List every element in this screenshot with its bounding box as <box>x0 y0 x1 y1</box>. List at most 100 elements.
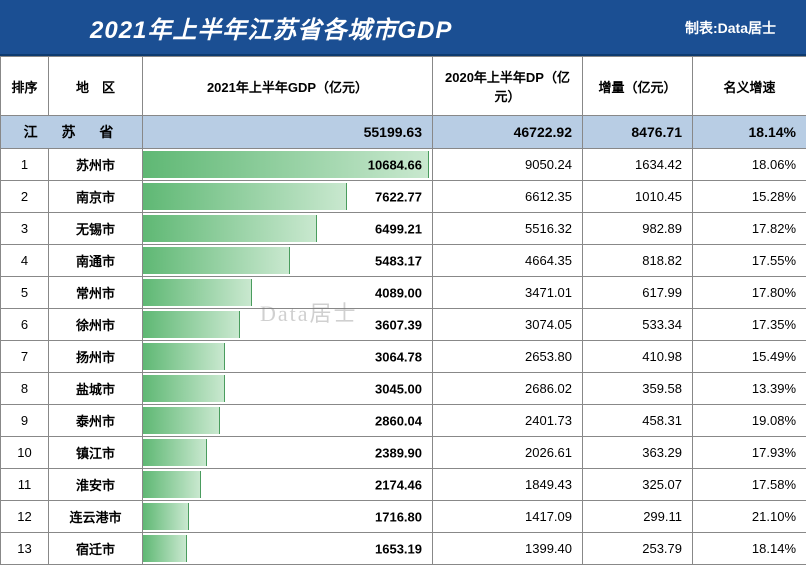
total-gdp2020: 46722.92 <box>433 116 583 149</box>
cell-rank: 4 <box>1 245 49 277</box>
cell-gdp2020: 2686.02 <box>433 373 583 405</box>
cell-rate: 15.28% <box>693 181 806 213</box>
cell-region: 淮安市 <box>49 469 143 501</box>
cell-region: 苏州市 <box>49 149 143 181</box>
cell-gdp2021: 7622.77 <box>143 181 433 213</box>
cell-region: 无锡市 <box>49 213 143 245</box>
cell-rate: 15.49% <box>693 341 806 373</box>
cell-rank: 9 <box>1 405 49 437</box>
page-title: 2021年上半年江苏省各城市GDP <box>90 10 452 45</box>
table-row: 7扬州市3064.782653.80410.9815.49% <box>1 341 806 373</box>
cell-rate: 17.82% <box>693 213 806 245</box>
total-gdp2021: 55199.63 <box>143 116 433 149</box>
cell-gdp2020: 9050.24 <box>433 149 583 181</box>
cell-increment: 617.99 <box>583 277 693 309</box>
bar-label: 6499.21 <box>375 221 422 236</box>
cell-region: 盐城市 <box>49 373 143 405</box>
total-increment: 8476.71 <box>583 116 693 149</box>
cell-increment: 1634.42 <box>583 149 693 181</box>
cell-gdp2020: 2653.80 <box>433 341 583 373</box>
cell-rank: 10 <box>1 437 49 469</box>
bar-fill <box>143 279 252 306</box>
cell-gdp2021: 6499.21 <box>143 213 433 245</box>
bar-fill <box>143 471 201 498</box>
cell-gdp2020: 1417.09 <box>433 501 583 533</box>
cell-gdp2021: 5483.17 <box>143 245 433 277</box>
bar-label: 4089.00 <box>375 285 422 300</box>
table-row: 3无锡市 6499.21 5516.32982.8917.82% <box>1 213 806 245</box>
cell-rank: 2 <box>1 181 49 213</box>
bar-fill <box>143 343 225 370</box>
cell-gdp2020: 5516.32 <box>433 213 583 245</box>
table-row: 6徐州市3607.393074.05533.3417.35% <box>1 309 806 341</box>
cell-gdp2020: 6612.35 <box>433 181 583 213</box>
cell-rank: 6 <box>1 309 49 341</box>
col-region: 地 区 <box>49 57 143 116</box>
cell-gdp2021: 3064.78 <box>143 341 433 373</box>
cell-gdp2021: 2860.04 <box>143 405 433 437</box>
cell-gdp2020: 1399.40 <box>433 533 583 565</box>
gdp-table-container: { "header": { "title": "2021年上半年江苏省各城市GD… <box>0 0 806 565</box>
cell-gdp2020: 4664.35 <box>433 245 583 277</box>
bar-label: 7622.77 <box>375 189 422 204</box>
cell-gdp2021: 3045.00 <box>143 373 433 405</box>
cell-rank: 13 <box>1 533 49 565</box>
cell-increment: 982.89 <box>583 213 693 245</box>
total-row: 江 苏 省 55199.63 46722.92 8476.71 18.14% <box>1 116 806 149</box>
bar-label: 1716.80 <box>375 509 422 524</box>
gdp-table: 排序 地 区 2021年上半年GDP（亿元） 2020年上半年DP（亿元） 增量… <box>0 56 806 565</box>
cell-region: 连云港市 <box>49 501 143 533</box>
cell-gdp2020: 2401.73 <box>433 405 583 437</box>
cell-rank: 11 <box>1 469 49 501</box>
total-rate: 18.14% <box>693 116 806 149</box>
table-row: 9泰州市 2860.04 2401.73458.3119.08% <box>1 405 806 437</box>
cell-rank: 3 <box>1 213 49 245</box>
table-row: 13宿迁市1653.191399.40253.7918.14% <box>1 533 806 565</box>
header-bar: 2021年上半年江苏省各城市GDP 制表:Data居士 <box>0 0 806 56</box>
bar-label: 2860.04 <box>375 413 422 428</box>
cell-increment: 533.34 <box>583 309 693 341</box>
bar-label: 5483.17 <box>375 253 422 268</box>
cell-increment: 1010.45 <box>583 181 693 213</box>
cell-rank: 5 <box>1 277 49 309</box>
cell-increment: 299.11 <box>583 501 693 533</box>
total-region: 江 苏 省 <box>1 116 143 149</box>
cell-increment: 818.82 <box>583 245 693 277</box>
table-row: 11淮安市2174.461849.43325.0717.58% <box>1 469 806 501</box>
cell-gdp2020: 3471.01 <box>433 277 583 309</box>
col-rank: 排序 <box>1 57 49 116</box>
bar-fill <box>143 311 240 338</box>
bar-fill <box>143 183 347 210</box>
table-row: 1苏州市10684.669050.241634.4218.06% <box>1 149 806 181</box>
cell-rate: 13.39% <box>693 373 806 405</box>
cell-gdp2021: 4089.00 <box>143 277 433 309</box>
cell-rank: 7 <box>1 341 49 373</box>
table-row: 2南京市 7622.77 6612.351010.4515.28% <box>1 181 806 213</box>
cell-rank: 1 <box>1 149 49 181</box>
cell-rate: 19.08% <box>693 405 806 437</box>
table-row: 12连云港市1716.801417.09299.1121.10% <box>1 501 806 533</box>
bar-fill <box>143 439 207 466</box>
cell-rate: 17.58% <box>693 469 806 501</box>
cell-increment: 458.31 <box>583 405 693 437</box>
cell-region: 镇江市 <box>49 437 143 469</box>
col-gdp2020: 2020年上半年DP（亿元） <box>433 57 583 116</box>
bar-label: 3045.00 <box>375 381 422 396</box>
cell-gdp2021: 3607.39 <box>143 309 433 341</box>
bar-label: 3607.39 <box>375 317 422 332</box>
bar-fill <box>143 215 317 242</box>
cell-gdp2021: 1653.19 <box>143 533 433 565</box>
cell-gdp2020: 2026.61 <box>433 437 583 469</box>
cell-rate: 21.10% <box>693 501 806 533</box>
table-row: 4南通市 5483.17 4664.35818.8217.55% <box>1 245 806 277</box>
col-increment: 增量（亿元） <box>583 57 693 116</box>
cell-rate: 17.55% <box>693 245 806 277</box>
cell-region: 南通市 <box>49 245 143 277</box>
cell-region: 泰州市 <box>49 405 143 437</box>
bar-label: 2389.90 <box>375 445 422 460</box>
bar-label: 10684.66 <box>368 157 422 172</box>
bar-fill <box>143 535 187 562</box>
cell-increment: 253.79 <box>583 533 693 565</box>
cell-rate: 17.80% <box>693 277 806 309</box>
cell-region: 南京市 <box>49 181 143 213</box>
